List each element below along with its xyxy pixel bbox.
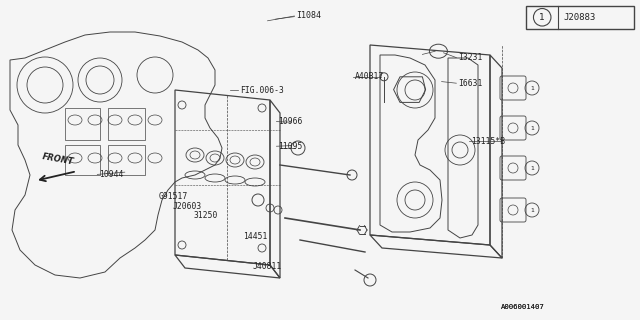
Text: J20883: J20883 — [564, 13, 596, 22]
Text: 1: 1 — [530, 85, 534, 91]
Text: 1: 1 — [530, 125, 534, 131]
Text: I1084: I1084 — [296, 11, 321, 20]
Text: J40811: J40811 — [253, 262, 282, 271]
Text: A40B17: A40B17 — [355, 72, 385, 81]
Text: 11095: 11095 — [278, 142, 303, 151]
Text: 31250: 31250 — [193, 212, 218, 220]
Text: FRONT: FRONT — [41, 152, 74, 166]
Text: A006001407: A006001407 — [500, 304, 544, 309]
Text: 1: 1 — [530, 207, 534, 212]
Text: 1: 1 — [540, 13, 545, 22]
Text: I6631: I6631 — [458, 79, 483, 88]
Text: A006001407: A006001407 — [500, 304, 544, 309]
Text: 10944: 10944 — [99, 170, 124, 179]
Bar — [108, 108, 145, 140]
Text: J20603: J20603 — [173, 202, 202, 211]
Text: FIG.006-3: FIG.006-3 — [240, 86, 284, 95]
Text: 1: 1 — [530, 165, 534, 171]
Text: G91517: G91517 — [159, 192, 188, 201]
Text: I3231: I3231 — [458, 53, 483, 62]
Bar — [65, 145, 100, 175]
Bar — [65, 108, 100, 140]
Text: 14451: 14451 — [243, 232, 268, 241]
Text: 13115*B: 13115*B — [471, 137, 505, 146]
Bar — [108, 145, 145, 175]
Text: 10966: 10966 — [278, 117, 303, 126]
